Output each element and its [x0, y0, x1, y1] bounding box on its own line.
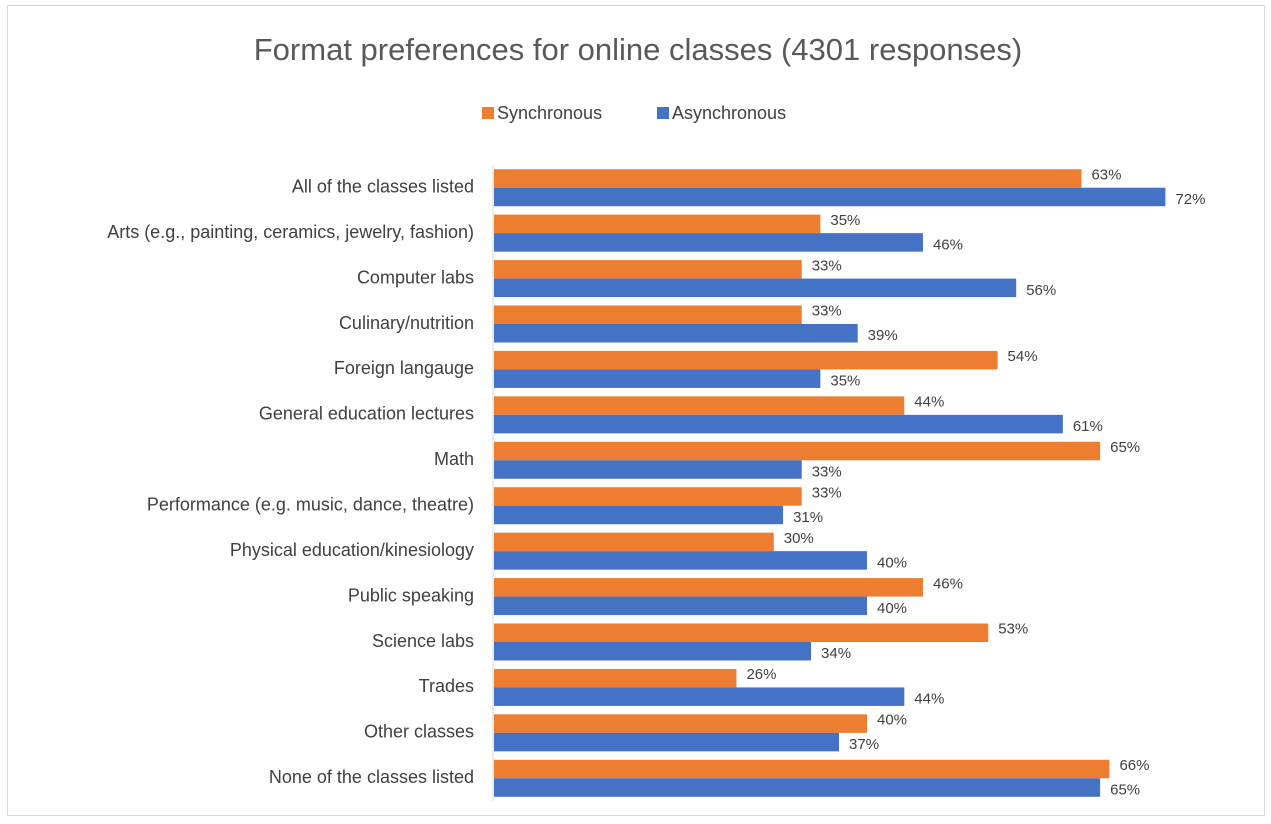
chart-title: Format preferences for online classes (4…: [254, 32, 1022, 67]
category-label: Public speaking: [348, 585, 474, 605]
bar: [494, 169, 1082, 188]
category-label: General education lectures: [259, 404, 474, 424]
bar: [494, 532, 774, 552]
data-label: 44%: [914, 691, 944, 708]
bar: [494, 305, 802, 324]
data-label: 37%: [849, 736, 879, 753]
legend-label: Asynchronous: [672, 103, 786, 123]
bar: [494, 623, 989, 642]
bar: [494, 441, 1101, 461]
bar: [494, 487, 802, 506]
bar: [494, 214, 821, 234]
data-label: 35%: [830, 212, 860, 229]
data-label: 65%: [1110, 439, 1140, 456]
data-label: 66%: [1119, 757, 1149, 774]
data-label: 33%: [812, 303, 842, 320]
data-label: 63%: [1091, 166, 1121, 183]
category-label: Performance (e.g. music, dance, theatre): [147, 494, 474, 514]
data-label: 56%: [1026, 282, 1056, 299]
category-label: Math: [434, 449, 474, 469]
data-label: 72%: [1175, 191, 1205, 208]
category-label: None of the classes listed: [269, 767, 474, 787]
category-label: Other classes: [364, 722, 474, 742]
bar: [494, 578, 923, 597]
bar: [494, 668, 737, 688]
data-label: 30%: [784, 530, 814, 547]
bar: [494, 278, 1017, 298]
category-label: All of the classes listed: [292, 176, 474, 196]
category-label: Arts (e.g., painting, ceramics, jewelry,…: [107, 222, 474, 242]
bar: [494, 778, 1101, 797]
data-label: 33%: [812, 464, 842, 481]
legend-swatch: [482, 107, 494, 119]
data-label: 40%: [877, 600, 907, 617]
category-label: Trades: [419, 676, 474, 696]
data-label: 33%: [812, 484, 842, 501]
bar: [494, 732, 840, 752]
category-label: Culinary/nutrition: [339, 313, 474, 333]
bar: [494, 324, 858, 343]
bar: [494, 233, 923, 252]
data-label: 26%: [746, 666, 776, 683]
data-label: 46%: [933, 236, 963, 253]
data-label: 33%: [812, 257, 842, 274]
category-label: Science labs: [372, 631, 474, 651]
bar: [494, 396, 905, 415]
data-label: 53%: [998, 621, 1028, 638]
bar: [494, 596, 867, 616]
bar: [494, 460, 802, 479]
data-label: 31%: [793, 509, 823, 526]
category-label: Computer labs: [357, 267, 474, 287]
data-label: 40%: [877, 554, 907, 571]
bar: [494, 369, 821, 388]
data-label: 44%: [914, 394, 944, 411]
bar: [494, 187, 1166, 207]
bar: [494, 505, 784, 525]
bar: [494, 687, 905, 706]
bar: [494, 759, 1110, 779]
bar: [494, 551, 867, 570]
category-label: Foreign langauge: [334, 358, 474, 378]
bar: [494, 414, 1063, 434]
data-label: 46%: [933, 575, 963, 592]
data-label: 39%: [868, 327, 898, 344]
bar: [494, 714, 867, 733]
data-label: 54%: [1008, 348, 1038, 365]
data-label: 65%: [1110, 782, 1140, 799]
bar: [494, 260, 802, 279]
legend-label: Synchronous: [497, 103, 602, 123]
category-label: Physical education/kinesiology: [230, 540, 474, 560]
bar: [494, 642, 812, 661]
data-label: 35%: [830, 373, 860, 390]
legend-swatch: [657, 107, 669, 119]
bar: [494, 350, 998, 370]
data-label: 61%: [1073, 418, 1103, 435]
data-label: 40%: [877, 712, 907, 729]
data-label: 34%: [821, 645, 851, 662]
